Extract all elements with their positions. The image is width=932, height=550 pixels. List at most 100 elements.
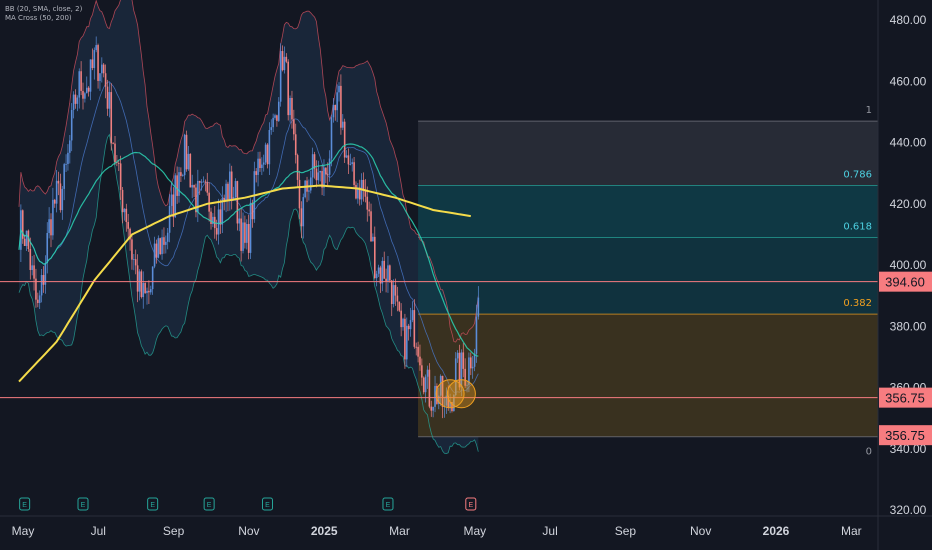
candle-body — [236, 181, 239, 224]
candle-body — [321, 171, 323, 188]
candle-body — [334, 104, 337, 111]
candle-body — [183, 134, 186, 176]
candle-body — [212, 216, 214, 224]
candle-body — [439, 375, 442, 396]
candle-body — [404, 318, 406, 360]
candle-body — [129, 228, 131, 240]
candle-body — [146, 290, 148, 294]
fib-level-label: 0.786 — [843, 169, 872, 180]
candle-body — [189, 153, 192, 188]
earnings-marker — [19, 497, 31, 511]
candle-body — [261, 164, 263, 169]
y-tick-label: 440.00 — [890, 136, 927, 150]
candle-body — [176, 175, 178, 196]
candle-body — [456, 352, 459, 359]
candle-body — [477, 297, 480, 317]
candle-body — [358, 187, 361, 200]
fib-zone-2 — [418, 237, 878, 315]
candle-body — [449, 401, 451, 408]
candle-body — [119, 163, 122, 190]
candle-body — [366, 196, 369, 210]
candle-body — [148, 290, 150, 293]
candle-body — [355, 184, 357, 199]
candle-body — [80, 71, 82, 91]
candle-body — [204, 181, 207, 183]
candle-body — [345, 155, 348, 158]
candle-body — [430, 406, 433, 411]
candle-body — [270, 127, 273, 130]
candle-body — [441, 375, 444, 407]
candle-body — [157, 238, 160, 258]
candle-body — [249, 202, 252, 253]
candle-body — [153, 243, 156, 267]
candle-body — [277, 101, 280, 121]
candle-body — [454, 358, 457, 396]
candle-body — [48, 219, 50, 233]
earnings-marker — [203, 497, 215, 511]
candle-body — [61, 188, 64, 211]
candle-body — [187, 153, 190, 170]
candle-body — [434, 385, 436, 407]
x-tick-label: 2025 — [311, 524, 338, 538]
candle-body — [50, 219, 52, 236]
candle-body — [91, 59, 94, 68]
candle-body — [262, 162, 265, 165]
candle-body — [72, 94, 75, 110]
earnings-marker-label: E — [150, 502, 155, 509]
candle-body — [197, 180, 199, 213]
candle-body — [63, 164, 65, 189]
bb-legend: BB (20, SMA, close, 2) — [5, 5, 83, 13]
candle-body — [272, 117, 274, 128]
candle-body — [95, 45, 97, 51]
candle-body — [123, 208, 126, 213]
candle-body — [281, 51, 284, 71]
candle-body — [149, 289, 152, 293]
candle-body — [426, 369, 429, 377]
indicator-legend: BB (20, SMA, close, 2) MA Cross (50, 200… — [5, 5, 82, 23]
candle-body — [69, 140, 71, 153]
candle-body — [247, 223, 250, 253]
candle-body — [458, 352, 461, 388]
candle-body — [447, 395, 450, 408]
candle-body — [394, 285, 397, 296]
bb-upper-line — [18, 0, 479, 343]
candle-body — [165, 241, 167, 245]
candle-body — [74, 94, 77, 104]
price-tag-label: 394.60 — [885, 275, 925, 290]
candle-body — [319, 171, 321, 173]
candle-body — [328, 158, 331, 175]
candle-body — [385, 278, 387, 282]
x-tick-label: Jul — [91, 524, 106, 538]
x-tick-label: Mar — [389, 524, 410, 538]
earnings-marker-label: E — [22, 502, 27, 509]
x-tick-label: Nov — [238, 524, 259, 538]
candle-body — [67, 152, 69, 165]
candle-body — [238, 218, 241, 224]
candle-body — [240, 218, 242, 251]
candle-body — [311, 154, 314, 178]
candle-body — [368, 209, 370, 212]
candle-body — [21, 210, 24, 239]
candle-body — [232, 196, 235, 200]
candle-body — [294, 134, 297, 156]
y-tick-label: 420.00 — [890, 197, 927, 211]
earnings-marker — [261, 497, 273, 511]
price-tag-label: 356.75 — [885, 391, 925, 406]
candle-body — [136, 265, 139, 292]
candle-body — [351, 162, 354, 165]
x-tick-label: Mar — [841, 524, 862, 538]
candle-body — [309, 177, 312, 191]
candle-body — [25, 230, 28, 246]
candle-body — [144, 282, 146, 294]
candle-body — [127, 222, 129, 229]
candle-body — [379, 267, 382, 284]
y-tick-label: 320.00 — [890, 503, 927, 517]
y-tick-label: 400.00 — [890, 258, 927, 272]
y-tick-label: 460.00 — [890, 74, 927, 88]
candle-body — [362, 179, 365, 191]
candle-body — [315, 168, 318, 181]
x-tick-label: Nov — [690, 524, 711, 538]
candle-body — [219, 209, 222, 225]
candle-body — [23, 238, 26, 246]
